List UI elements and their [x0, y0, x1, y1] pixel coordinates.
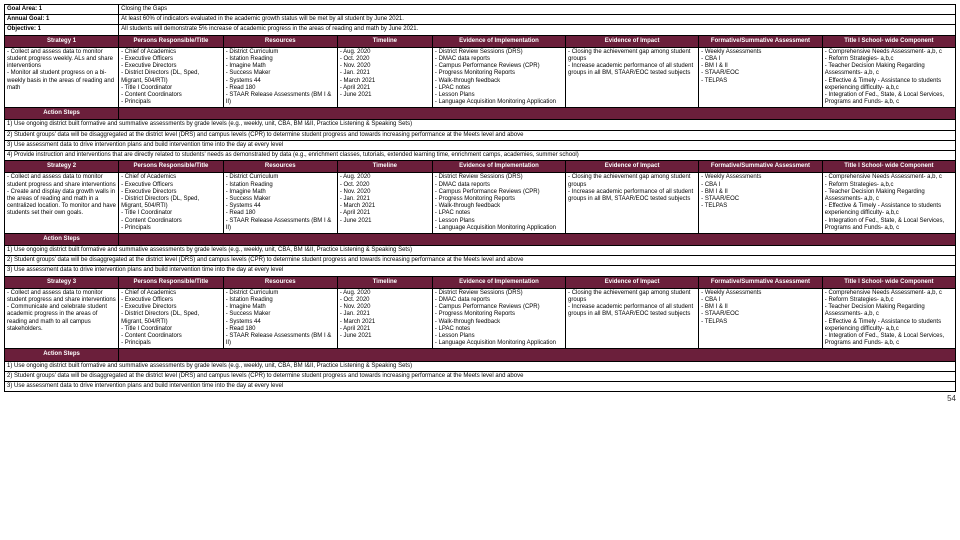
title1-cell: - Comprehensive Needs Assessment- a,b, c…	[822, 47, 955, 108]
goal-area-label: Goal Area: 1	[5, 5, 119, 15]
evidence-impl-cell: - District Review Sessions (DRS)- DMAC d…	[432, 47, 565, 108]
col-header: Timeline	[337, 276, 432, 288]
timeline-cell: - Aug. 2020- Oct. 2020- Nov. 2020- Jan. …	[337, 173, 432, 234]
col-header: Persons Responsible/Title	[119, 276, 224, 288]
objective-label: Objective: 1	[5, 25, 119, 35]
plan-table: Goal Area: 1Closing the GapsAnnual Goal:…	[4, 4, 956, 392]
col-header: Evidence of Impact	[566, 276, 699, 288]
action-step-row: 1) Use ongoing district built formative …	[5, 361, 956, 371]
assessment-cell: - Weekly Assessments- CBA I- BM I & II- …	[699, 173, 823, 234]
goal-area-text: Closing the Gaps	[119, 5, 956, 15]
title1-cell: - Comprehensive Needs Assessment- a,b, c…	[822, 288, 955, 349]
annual-goal-label: Annual Goal: 1	[5, 15, 119, 25]
timeline-cell: - Aug. 2020- Oct. 2020- Nov. 2020- Jan. …	[337, 47, 432, 108]
title1-cell: - Comprehensive Needs Assessment- a,b, c…	[822, 173, 955, 234]
evidence-impl-cell: - District Review Sessions (DRS)- DMAC d…	[432, 173, 565, 234]
objective-text: All students will demonstrate 5% increas…	[119, 25, 956, 35]
resources-cell: - District Curriculum- Istation Reading-…	[223, 173, 337, 234]
action-step-row: 3) Use assessment data to drive interven…	[5, 140, 956, 150]
col-header: Formative/Summative Assessment	[699, 276, 823, 288]
col-header: Formative/Summative Assessment	[699, 161, 823, 173]
col-header: Timeline	[337, 35, 432, 47]
col-header: Title I School- wide Component	[822, 35, 955, 47]
persons-cell: - Chief of Academics- Executive Officers…	[119, 288, 224, 349]
action-step-row: 1) Use ongoing district built formative …	[5, 246, 956, 256]
timeline-cell: - Aug. 2020- Oct. 2020- Nov. 2020- Jan. …	[337, 288, 432, 349]
action-steps-header: Action Steps	[5, 108, 119, 120]
evidence-impact-cell: - Closing the achievement gap among stud…	[566, 288, 699, 349]
col-header: Resources	[223, 35, 337, 47]
annual-goal-text: At least 60% of indicators evaluated in …	[119, 15, 956, 25]
resources-cell: - District Curriculum- Istation Reading-…	[223, 47, 337, 108]
resources-cell: - District Curriculum- Istation Reading-…	[223, 288, 337, 349]
action-steps-spacer	[119, 233, 956, 245]
col-header: Persons Responsible/Title	[119, 35, 224, 47]
col-header: Formative/Summative Assessment	[699, 35, 823, 47]
col-header: Evidence of Impact	[566, 161, 699, 173]
action-steps-spacer	[119, 349, 956, 361]
col-header: Timeline	[337, 161, 432, 173]
col-header: Persons Responsible/Title	[119, 161, 224, 173]
action-step-row: 2) Student groups' data will be disaggre…	[5, 130, 956, 140]
assessment-cell: - Weekly Assessments- CBA I- BM I & II- …	[699, 47, 823, 108]
col-header: Evidence of Implementation	[432, 161, 565, 173]
col-header: Title I School- wide Component	[822, 161, 955, 173]
persons-cell: - Chief of Academics- Executive Officers…	[119, 47, 224, 108]
col-strategy: Strategy 3	[5, 276, 119, 288]
strategy-cell: - Collect and assess data to monitor stu…	[5, 173, 119, 234]
evidence-impl-cell: - District Review Sessions (DRS)- DMAC d…	[432, 288, 565, 349]
action-step-row: 2) Student groups' data will be disaggre…	[5, 371, 956, 381]
action-step-row: 3) Use assessment data to drive interven…	[5, 381, 956, 391]
persons-cell: - Chief of Academics- Executive Officers…	[119, 173, 224, 234]
strategy-cell: - Collect and assess data to monitor stu…	[5, 288, 119, 349]
col-header: Resources	[223, 161, 337, 173]
col-strategy: Strategy 2	[5, 161, 119, 173]
action-step-row: 1) Use ongoing district built formative …	[5, 120, 956, 130]
evidence-impact-cell: - Closing the achievement gap among stud…	[566, 47, 699, 108]
page-number: 54	[4, 394, 956, 403]
col-strategy: Strategy 1	[5, 35, 119, 47]
action-step-row: 2) Student groups' data will be disaggre…	[5, 256, 956, 266]
col-header: Title I School- wide Component	[822, 276, 955, 288]
col-header: Resources	[223, 276, 337, 288]
action-steps-header: Action Steps	[5, 349, 119, 361]
col-header: Evidence of Implementation	[432, 35, 565, 47]
action-step-row: 3) Use assessment data to drive interven…	[5, 266, 956, 276]
assessment-cell: - Weekly Assessments- CBA I- BM I & II- …	[699, 288, 823, 349]
strategy-cell: - Collect and assess data to monitor stu…	[5, 47, 119, 108]
action-step-row: 4) Provide instruction and interventions…	[5, 151, 956, 161]
col-header: Evidence of Impact	[566, 35, 699, 47]
action-steps-spacer	[119, 108, 956, 120]
action-steps-header: Action Steps	[5, 233, 119, 245]
col-header: Evidence of Implementation	[432, 276, 565, 288]
evidence-impact-cell: - Closing the achievement gap among stud…	[566, 173, 699, 234]
